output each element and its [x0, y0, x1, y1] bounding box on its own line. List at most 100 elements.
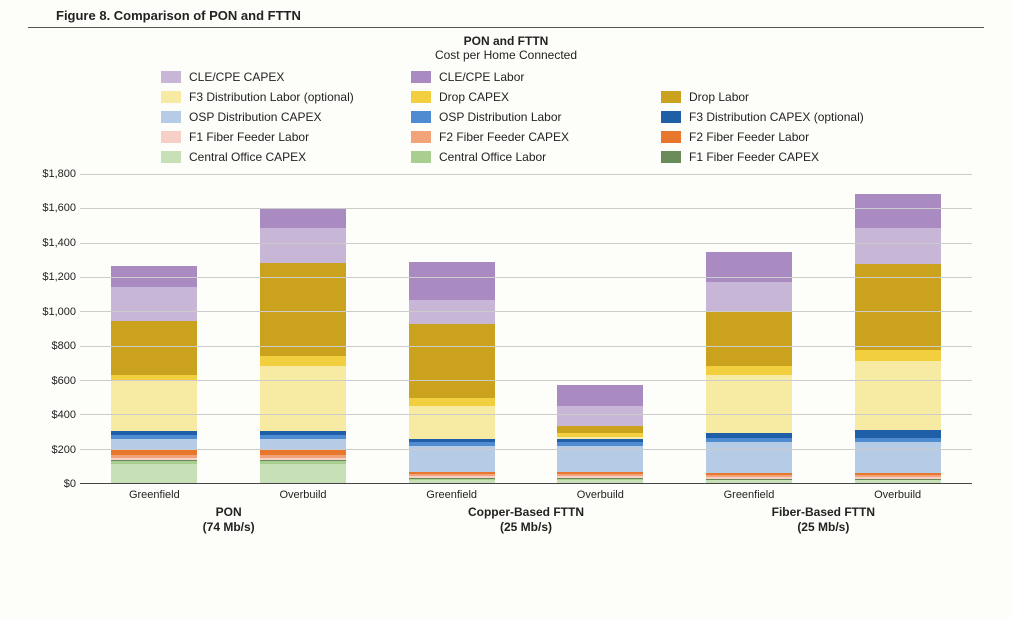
legend-item: F2 Fiber Feeder CAPEX [411, 130, 661, 144]
gridline [80, 414, 972, 415]
legend-swatch [411, 91, 431, 103]
legend-item: CLE/CPE Labor [411, 70, 661, 84]
legend-label: OSP Distribution CAPEX [189, 110, 322, 124]
bar: Overbuild [855, 194, 941, 483]
bar-label: Greenfield [689, 489, 809, 501]
bar-segment [260, 208, 346, 229]
legend-swatch [411, 111, 431, 123]
legend-swatch [661, 131, 681, 143]
y-tick-label: $1,600 [30, 202, 76, 214]
bar-segment [557, 426, 643, 433]
legend-item: OSP Distribution Labor [411, 110, 661, 124]
gridline [80, 380, 972, 381]
gridline [80, 449, 972, 450]
legend-swatch [661, 111, 681, 123]
bar-segment [260, 356, 346, 366]
bar: Overbuild [557, 385, 643, 483]
legend-item: F1 Fiber Feeder CAPEX [661, 150, 911, 164]
legend-label: CLE/CPE CAPEX [189, 70, 284, 84]
group-label: Copper-Based FTTN(25 Mb/s) [377, 505, 674, 535]
legend-label: F1 Fiber Feeder Labor [189, 130, 309, 144]
legend-item: Drop CAPEX [411, 90, 661, 104]
bar-segment [111, 381, 197, 431]
bar-segment [111, 321, 197, 374]
bar-segment [557, 446, 643, 472]
bar-segment [706, 282, 792, 311]
bar-segment [706, 311, 792, 366]
group-label: PON(74 Mb/s) [80, 505, 377, 535]
legend-label: Central Office Labor [439, 150, 546, 164]
bar-segment [557, 406, 643, 427]
y-tick-label: $600 [30, 375, 76, 387]
bar-label: Overbuild [838, 489, 958, 501]
legend-item: F1 Fiber Feeder Labor [161, 130, 411, 144]
legend-label: Central Office CAPEX [189, 150, 306, 164]
legend-swatch [411, 71, 431, 83]
y-tick-label: $1,400 [30, 237, 76, 249]
plot-region: GreenfieldOverbuildPON(74 Mb/s)Greenfiel… [80, 174, 972, 484]
bar-segment [409, 398, 495, 407]
legend-item: Drop Labor [661, 90, 911, 104]
bar-segment [706, 442, 792, 473]
group-label: Fiber-Based FTTN(25 Mb/s) [675, 505, 972, 535]
legend-item: Central Office Labor [411, 150, 661, 164]
y-tick-label: $1,200 [30, 271, 76, 283]
y-tick-label: $0 [30, 478, 76, 490]
y-tick-label: $800 [30, 340, 76, 352]
gridline [80, 346, 972, 347]
bar: Greenfield [409, 262, 495, 483]
bar-segment [409, 446, 495, 472]
y-tick-label: $1,800 [30, 168, 76, 180]
legend-item: F3 Distribution Labor (optional) [161, 90, 411, 104]
bar-segment [260, 464, 346, 483]
legend-swatch [161, 71, 181, 83]
bar-segment [409, 262, 495, 300]
legend-label: Drop CAPEX [439, 90, 509, 104]
legend-label: OSP Distribution Labor [439, 110, 562, 124]
legend-label: CLE/CPE Labor [439, 70, 524, 84]
chart-legend: CLE/CPE CAPEX CLE/CPE Labor F3 Distributi… [101, 70, 911, 164]
y-tick-label: $200 [30, 444, 76, 456]
gridline [80, 243, 972, 244]
bar-segment [706, 375, 792, 434]
bar-label: Greenfield [392, 489, 512, 501]
bar-label: Overbuild [243, 489, 363, 501]
bar-segment [855, 361, 941, 430]
bar-label: Overbuild [540, 489, 660, 501]
legend-swatch [661, 91, 681, 103]
bar-segment [111, 287, 197, 321]
legend-swatch [411, 131, 431, 143]
figure-title: Figure 8. Comparison of PON and FTTN [28, 0, 984, 28]
bar-segment [111, 464, 197, 483]
legend-item: OSP Distribution CAPEX [161, 110, 411, 124]
legend-label: Drop Labor [689, 90, 749, 104]
gridline [80, 277, 972, 278]
bar-group: GreenfieldOverbuildPON(74 Mb/s) [80, 174, 377, 483]
bar-segment [855, 480, 941, 483]
bar-segment [409, 480, 495, 483]
bar-segment [409, 324, 495, 398]
legend-swatch [161, 111, 181, 123]
bar-segment [260, 366, 346, 431]
bar-segment [855, 430, 941, 439]
legend-swatch [161, 151, 181, 163]
legend-swatch [661, 151, 681, 163]
bar-group: GreenfieldOverbuildFiber-Based FTTN(25 M… [675, 174, 972, 483]
legend-item: F3 Distribution CAPEX (optional) [661, 110, 911, 124]
bar-segment [855, 194, 941, 228]
bar-label: Greenfield [94, 489, 214, 501]
legend-label: F2 Fiber Feeder CAPEX [439, 130, 569, 144]
bar-segment [260, 228, 346, 262]
bar-segment [557, 480, 643, 483]
chart-subtitle: Cost per Home Connected [0, 48, 1012, 62]
bar-segment [409, 406, 495, 439]
gridline [80, 311, 972, 312]
legend-label: F1 Fiber Feeder CAPEX [689, 150, 819, 164]
bar-segment [855, 228, 941, 264]
legend-item: F2 Fiber Feeder Labor [661, 130, 911, 144]
gridline [80, 208, 972, 209]
y-axis: $0$200$400$600$800$1,000$1,200$1,400$1,6… [30, 174, 76, 484]
bar: Greenfield [111, 266, 197, 483]
legend-swatch [411, 151, 431, 163]
legend-item: CLE/CPE CAPEX [161, 70, 411, 84]
